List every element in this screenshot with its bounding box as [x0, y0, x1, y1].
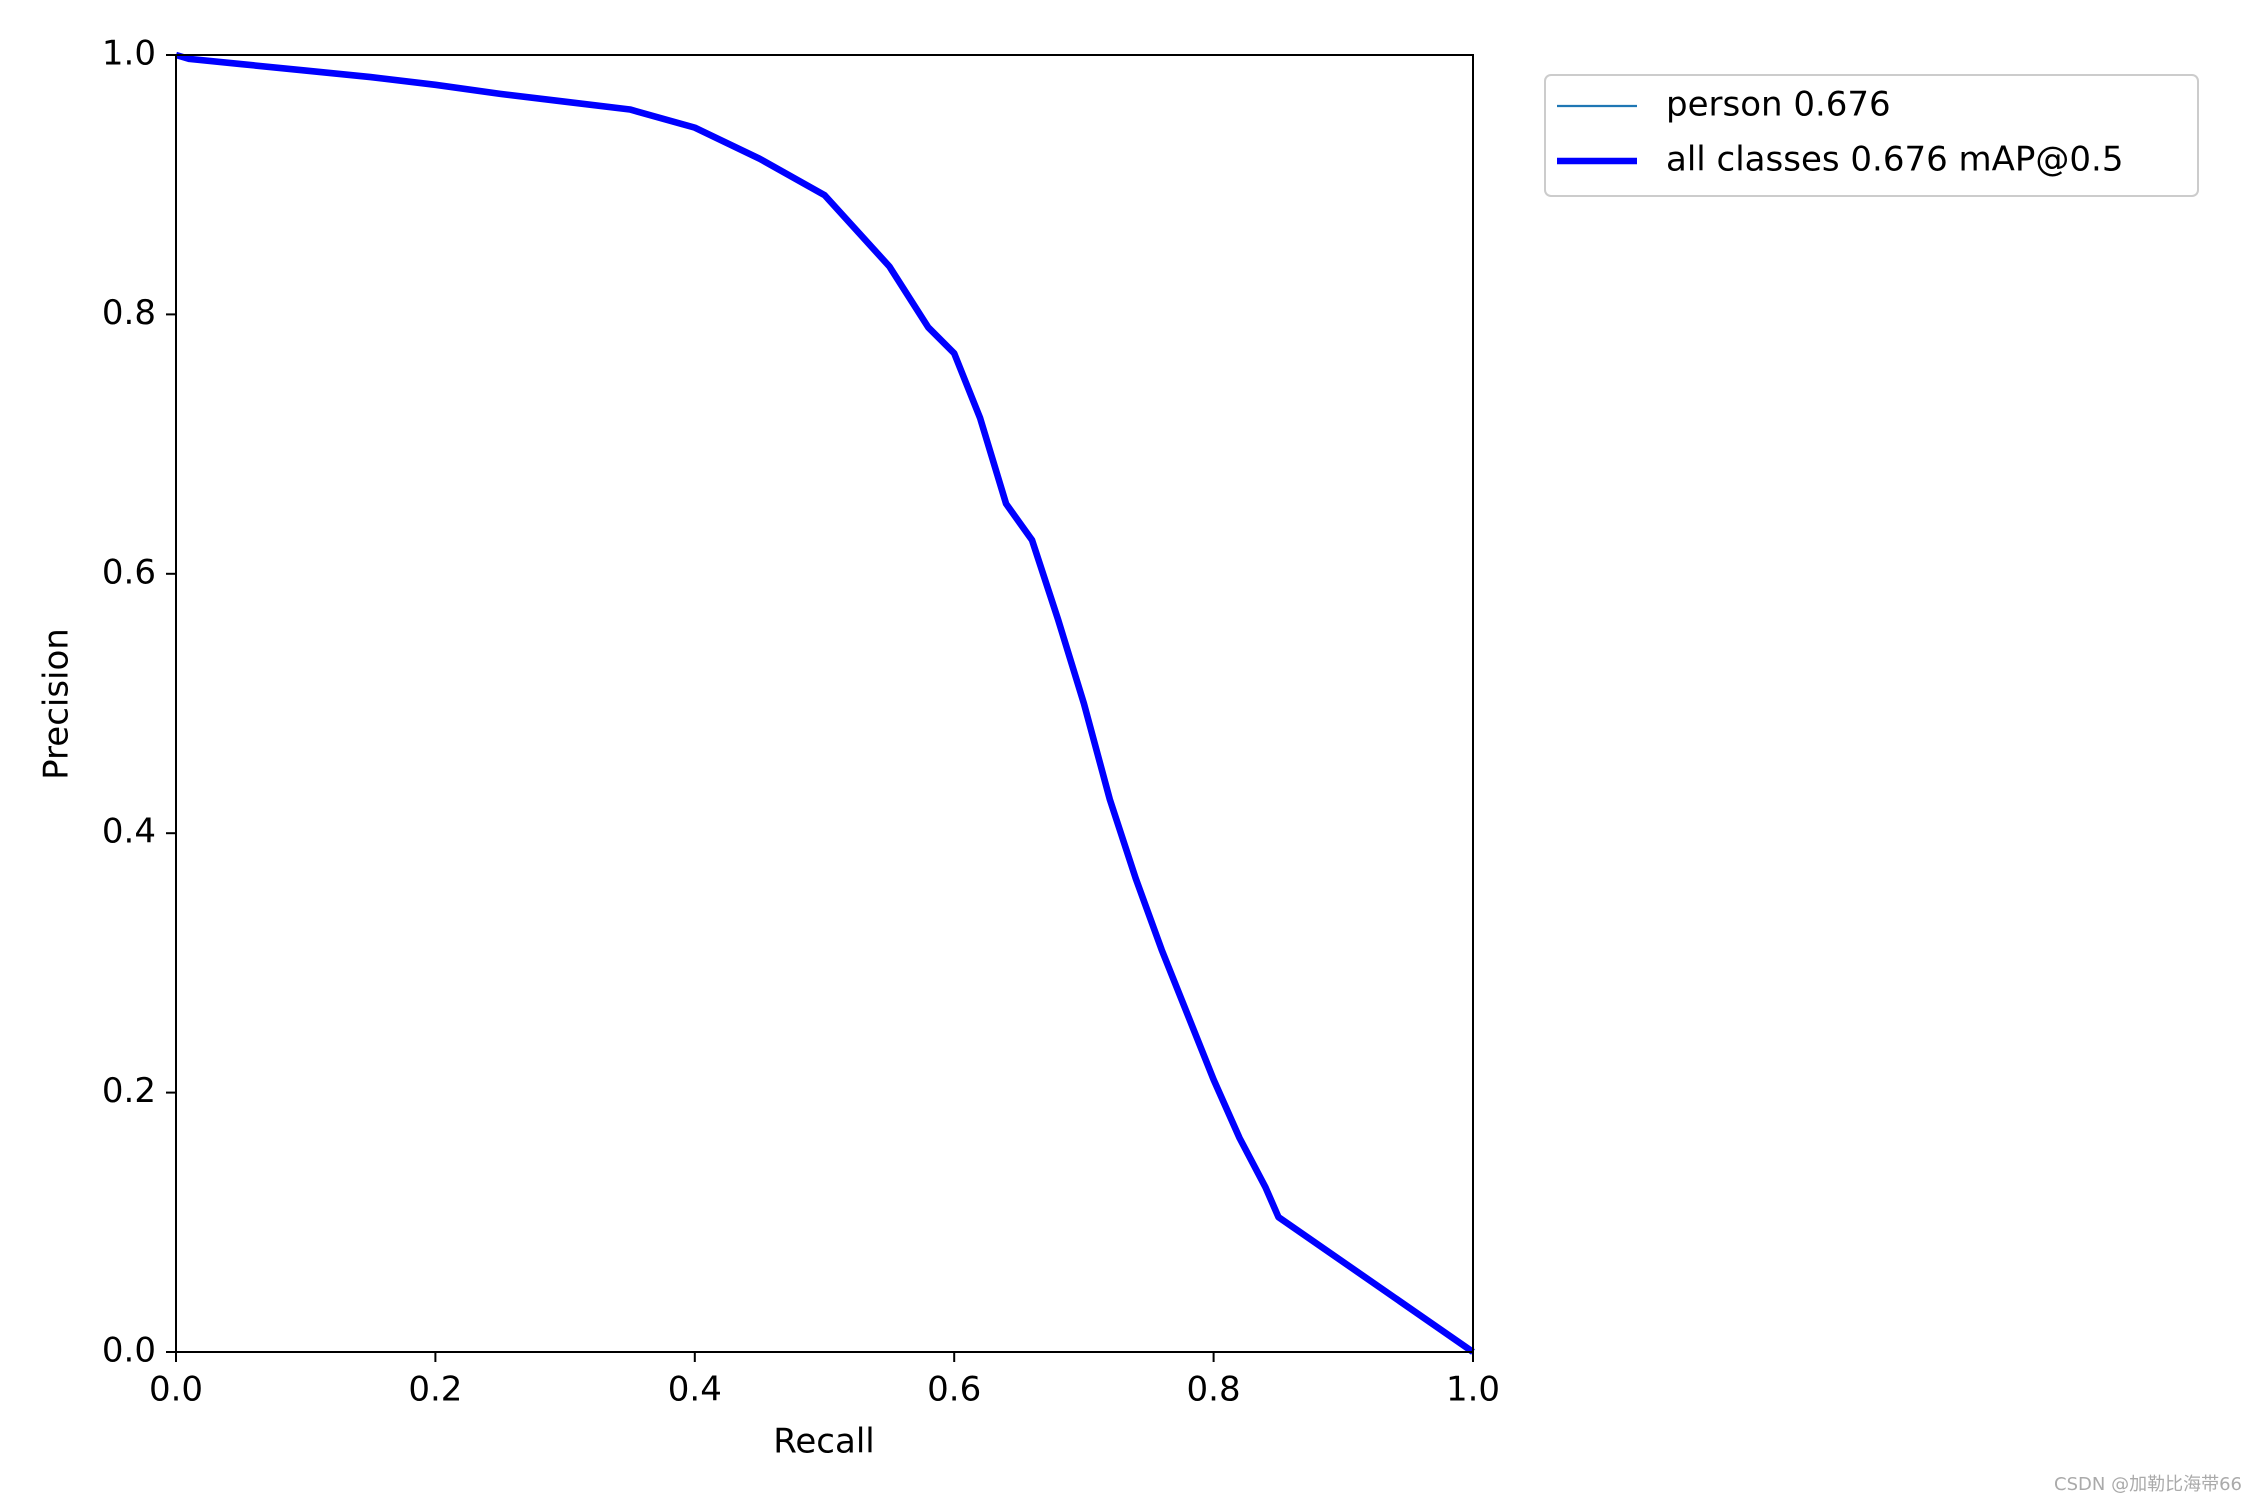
x-axis-label: Recall — [773, 1422, 874, 1462]
watermark: CSDN @加勒比海带66 — [2054, 1474, 2242, 1495]
y-axis-label: Precision — [37, 628, 77, 780]
x-tick-label: 0.6 — [927, 1370, 981, 1410]
x-tick-label: 0.0 — [149, 1370, 203, 1410]
x-tick-label: 0.2 — [408, 1370, 462, 1410]
y-tick-label: 0.0 — [102, 1331, 156, 1371]
legend-label: all classes 0.676 mAP@0.5 — [1666, 140, 2123, 180]
x-tick-label: 0.4 — [668, 1370, 722, 1410]
y-tick-label: 0.8 — [102, 293, 156, 333]
y-tick-label: 0.4 — [102, 812, 156, 852]
y-tick-label: 1.0 — [102, 34, 156, 74]
x-tick-label: 1.0 — [1446, 1370, 1500, 1410]
y-tick-label: 0.2 — [102, 1071, 156, 1111]
x-tick-label: 0.8 — [1187, 1370, 1241, 1410]
y-tick-label: 0.6 — [102, 552, 156, 592]
pr-curve — [175, 51, 1475, 1355]
legend-box — [1544, 74, 2199, 197]
plot-frame — [175, 54, 1474, 1353]
legend-label: person 0.676 — [1666, 85, 1891, 125]
